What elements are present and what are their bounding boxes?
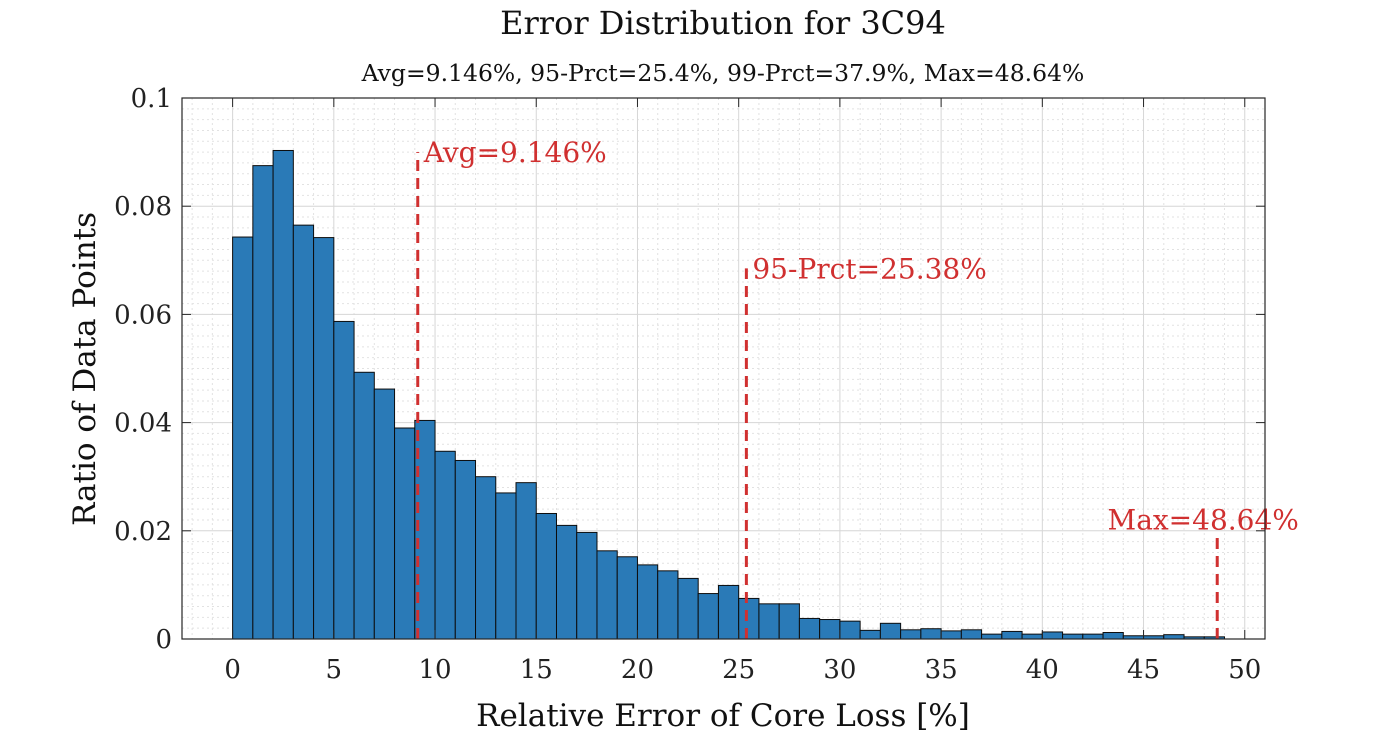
histogram-bar [879,622,902,640]
histogram-bar [535,512,557,640]
x-tick-label: 45 [1127,655,1160,685]
axis-ticks [182,97,1265,640]
histogram-bar [1102,632,1124,640]
x-tick-label: 30 [823,655,856,685]
histogram-bar [475,476,497,640]
avg-marker-label: Avg=9.146% [423,136,607,169]
histogram-bar [819,619,841,640]
y-tick-label: 0.1 [131,84,172,114]
histogram-bar [373,388,396,640]
x-tick-label: 25 [722,655,755,685]
histogram-bar [1163,634,1185,640]
histogram-bar [353,371,375,640]
histogram-bar [920,628,942,640]
plot-area: Avg=9.146% 95-Prct=25.38% Max=48.64% [181,97,1299,640]
x-tick-label: 15 [520,655,553,685]
histogram-bar [657,570,679,640]
histogram-bar [798,617,821,640]
histogram-bar [495,492,517,640]
chart-subtitle: Avg=9.146%, 95-Prct=25.4%, 99-Prct=37.9%… [361,59,1085,87]
x-tick-label: 5 [326,655,343,685]
histogram-bar [616,556,638,640]
histogram-bar [677,577,699,640]
statistic-markers: Avg=9.146% 95-Prct=25.38% Max=48.64% [416,136,1299,639]
y-tick-label: 0.02 [114,517,172,547]
histogram-bar [1001,630,1023,640]
histogram-bar [940,630,962,640]
y-tick-label: 0.04 [114,409,172,439]
x-tick-label: 35 [925,655,958,685]
histogram-bar [252,165,274,640]
histogram-bar [1041,631,1064,640]
histogram-bar [981,633,1003,640]
y-tick-label: 0.08 [114,192,172,222]
histogram-bar [900,629,922,640]
y-tick-labels: 0 0.02 0.04 0.06 0.08 0.1 [114,84,172,655]
histogram-bars [232,149,1226,640]
histogram-bar [1082,633,1104,640]
y-tick-label: 0 [155,625,172,655]
histogram-bar [758,603,780,640]
x-tick-label: 0 [224,655,241,685]
plot-frame [181,97,1266,640]
histogram-bar [1062,633,1084,640]
x-tick-label: 10 [418,655,451,685]
histogram-bar [555,524,578,640]
x-tick-label: 50 [1228,655,1261,685]
histogram-bar [313,237,335,640]
y-axis-label: Ratio of Data Points [67,212,103,526]
95-prct-marker-label: 95-Prct=25.38% [752,252,986,285]
histogram-bar [859,629,881,640]
histogram-bar [636,564,659,640]
histogram-bar [434,450,456,640]
histogram-bar [596,550,618,640]
histogram-bar [576,531,598,640]
y-tick-label: 0.06 [114,300,172,330]
histogram-bar [839,620,861,640]
chart-title: Error Distribution for 3C94 [500,4,946,42]
histogram-bar [515,482,537,640]
histogram-bar [1021,633,1043,640]
histogram-bar [232,236,254,640]
histogram-bar [292,224,315,640]
histogram-bar [778,603,800,640]
x-axis-label: Relative Error of Core Loss [%] [476,698,970,734]
histogram-bar [738,597,760,640]
max-marker-label: Max=48.64% [1108,504,1299,537]
histogram-bar [717,584,740,640]
x-tick-labels: 0 5 10 15 20 25 30 35 40 45 50 [224,655,1261,685]
histogram-bar [394,427,416,640]
x-tick-label: 40 [1026,655,1059,685]
histogram-bar [960,629,983,640]
histogram-bar [697,593,719,640]
histogram-bar [333,320,355,640]
x-tick-label: 20 [621,655,654,685]
histogram-bar [454,459,477,640]
histogram-bar [272,149,294,640]
